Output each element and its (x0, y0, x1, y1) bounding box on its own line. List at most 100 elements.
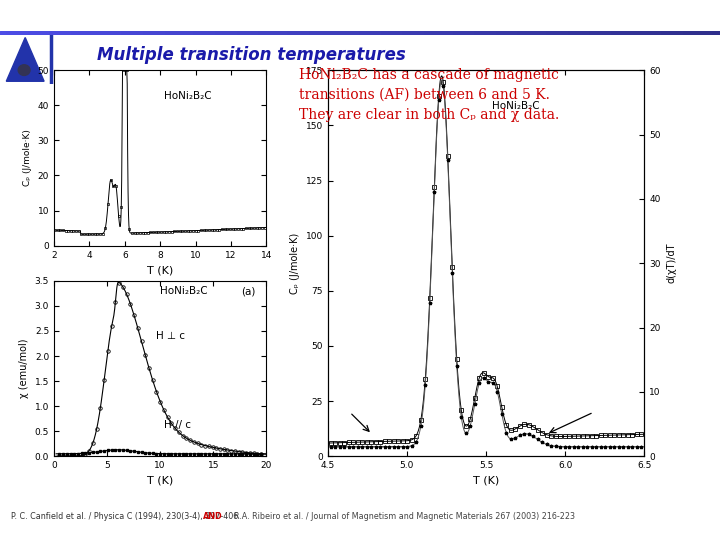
Bar (425, 31, 432, 35)
Bar (403, 31, 410, 35)
Bar (662, 31, 670, 35)
Text: P. C. Canfield et al. / Physica C (1994), 230(3-4), 397-406: P. C. Canfield et al. / Physica C (1994)… (11, 512, 238, 521)
Bar (389, 31, 396, 35)
Bar (338, 31, 346, 35)
Y-axis label: d(χT)/dT: d(χT)/dT (666, 243, 676, 284)
Text: AND: AND (203, 512, 222, 521)
Bar (0, 31, 7, 35)
Bar (158, 31, 166, 35)
Bar (583, 31, 590, 35)
Bar (238, 31, 245, 35)
Bar (619, 31, 626, 35)
Bar (691, 31, 698, 35)
Bar (576, 31, 583, 35)
Bar (547, 31, 554, 35)
Text: R.A. Ribeiro et al. / Journal of Magnetism and Magnetic Materials 267 (2003) 216: R.A. Ribeiro et al. / Journal of Magneti… (234, 512, 575, 521)
Bar (432, 31, 439, 35)
Bar (374, 31, 382, 35)
Bar (439, 31, 446, 35)
Bar (65, 31, 72, 35)
Bar (706, 31, 713, 35)
Text: (a): (a) (241, 286, 256, 296)
Bar (223, 31, 230, 35)
Bar (590, 31, 598, 35)
Bar (605, 31, 612, 35)
Bar (655, 31, 662, 35)
Bar (490, 31, 497, 35)
Bar (79, 31, 86, 35)
Bar (302, 31, 310, 35)
Bar (187, 31, 194, 35)
Bar (497, 31, 504, 35)
Bar (216, 31, 223, 35)
Text: HoNi₂B₂C has a cascade of magnetic: HoNi₂B₂C has a cascade of magnetic (299, 68, 559, 82)
Bar (166, 31, 173, 35)
Bar (598, 31, 605, 35)
Bar (122, 31, 130, 35)
Bar (684, 31, 691, 35)
Bar (475, 31, 482, 35)
Bar (144, 31, 151, 35)
Bar (50, 31, 58, 35)
Text: transitions (AF) between 6 and 5 K.: transitions (AF) between 6 and 5 K. (299, 87, 549, 102)
Bar (43, 31, 50, 35)
Text: H // c: H // c (164, 420, 192, 430)
Bar (86, 31, 94, 35)
Bar (317, 31, 324, 35)
Bar (446, 31, 454, 35)
Y-axis label: Cₚ (J/mole·K): Cₚ (J/mole·K) (23, 130, 32, 186)
Bar (569, 31, 576, 35)
Text: H ⊥ c: H ⊥ c (156, 330, 185, 341)
Bar (698, 31, 706, 35)
Bar (194, 31, 202, 35)
Bar (677, 31, 684, 35)
Bar (511, 31, 518, 35)
Bar (58, 31, 65, 35)
Bar (130, 31, 137, 35)
Bar (180, 31, 187, 35)
Bar (324, 31, 331, 35)
Bar (454, 31, 461, 35)
Bar (274, 31, 281, 35)
Bar (137, 31, 144, 35)
Bar (360, 31, 367, 35)
Bar (554, 31, 562, 35)
Bar (202, 31, 209, 35)
Text: HoNi₂B₂C: HoNi₂B₂C (164, 91, 212, 102)
Bar (101, 31, 108, 35)
Bar (482, 31, 490, 35)
Text: Multiple transition temperatures: Multiple transition temperatures (97, 46, 406, 64)
Bar (626, 31, 634, 35)
Bar (713, 31, 720, 35)
X-axis label: T (K): T (K) (147, 265, 174, 275)
Bar (14, 31, 22, 35)
Bar (266, 31, 274, 35)
Bar (22, 31, 29, 35)
Circle shape (18, 65, 30, 76)
Bar (670, 31, 677, 35)
Bar (230, 31, 238, 35)
Y-axis label: Cₚ (J/mole·K): Cₚ (J/mole·K) (290, 233, 300, 294)
Bar (151, 31, 158, 35)
Bar (310, 31, 317, 35)
Bar (36, 31, 43, 35)
Bar (648, 31, 655, 35)
Bar (410, 31, 418, 35)
Text: HoNi₂B₂C: HoNi₂B₂C (160, 286, 208, 296)
Bar (526, 31, 533, 35)
Bar (562, 31, 569, 35)
Bar (468, 31, 475, 35)
Bar (504, 31, 511, 35)
Bar (245, 31, 252, 35)
X-axis label: T (K): T (K) (473, 476, 499, 485)
Bar (382, 31, 389, 35)
Polygon shape (6, 38, 44, 81)
Bar (540, 31, 547, 35)
Bar (461, 31, 468, 35)
Bar (331, 31, 338, 35)
Bar (353, 31, 360, 35)
Bar (108, 31, 115, 35)
Bar (367, 31, 374, 35)
Bar (396, 31, 403, 35)
Bar (72, 31, 79, 35)
